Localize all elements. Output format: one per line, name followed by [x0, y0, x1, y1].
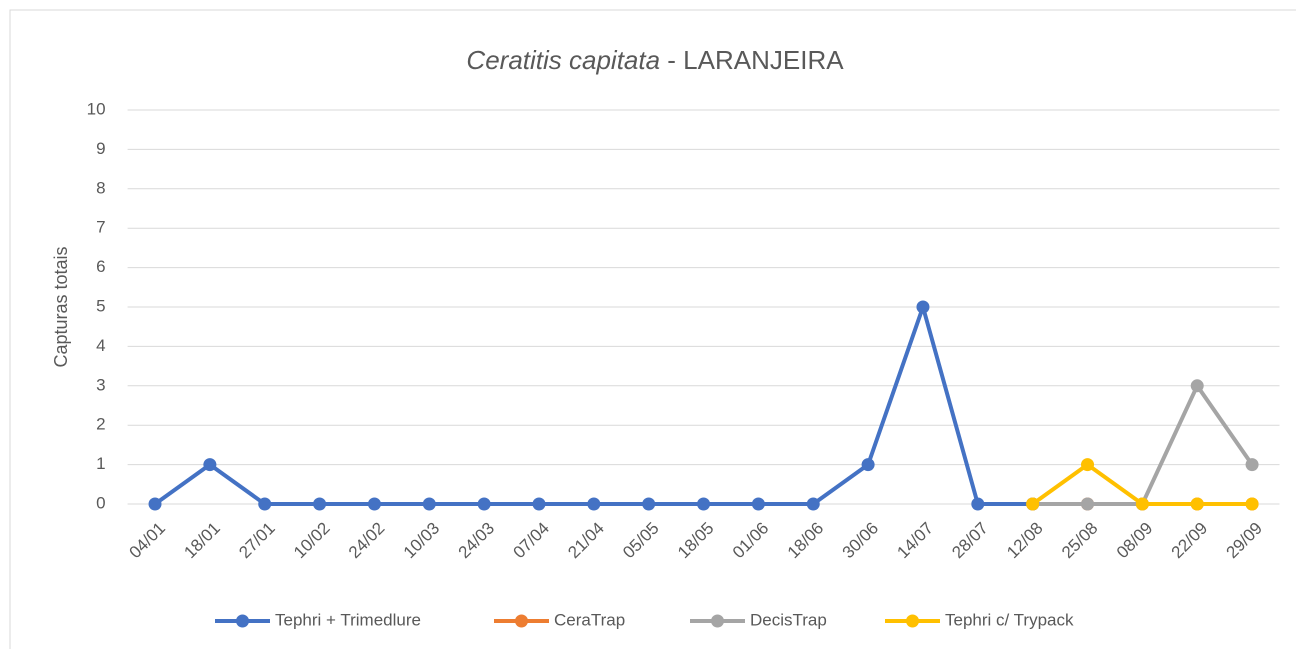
- chart-title: - LARANJEIRA: [660, 45, 844, 75]
- legend-label: Tephri c/ Trypack: [945, 610, 1074, 629]
- series-marker: [587, 497, 601, 511]
- series-marker: [258, 497, 272, 511]
- series-marker: [1081, 497, 1095, 511]
- series-marker: [642, 497, 656, 511]
- series-marker: [916, 300, 930, 314]
- legend-marker: [236, 614, 249, 628]
- chart-title-italic: Ceratitis capitata: [466, 45, 660, 75]
- series-marker: [971, 497, 985, 511]
- series-marker: [861, 458, 875, 472]
- series-marker: [1026, 497, 1040, 511]
- series-marker: [697, 497, 711, 511]
- y-tick-label: 0: [96, 493, 105, 512]
- y-tick-label: 10: [87, 99, 106, 118]
- chart-frame: [9, 9, 1296, 649]
- series-marker: [1081, 458, 1095, 472]
- series-marker: [1190, 379, 1204, 393]
- series-marker: [477, 497, 491, 511]
- y-tick-label: 8: [96, 178, 105, 197]
- series-marker: [1245, 458, 1259, 472]
- series-marker: [1245, 497, 1259, 511]
- series-marker: [203, 458, 217, 472]
- y-axis-label: Capturas totais: [51, 246, 71, 367]
- legend-label: DecisTrap: [750, 610, 827, 629]
- series-marker: [367, 497, 381, 511]
- y-tick-label: 9: [96, 139, 105, 158]
- y-tick-label: 5: [96, 296, 105, 315]
- series-marker: [1135, 497, 1149, 511]
- y-tick-label: 2: [96, 415, 105, 434]
- legend-label: Tephri + Trimedlure: [275, 610, 421, 629]
- series-marker: [422, 497, 436, 511]
- series-marker: [1190, 497, 1204, 511]
- y-tick-label: 1: [96, 454, 105, 473]
- y-tick-label: 7: [96, 218, 105, 237]
- y-tick-label: 4: [96, 336, 105, 355]
- series-marker: [313, 497, 327, 511]
- chart-title-group: Ceratitis capitata - LARANJEIRA: [466, 45, 844, 75]
- series-marker: [751, 497, 765, 511]
- legend-marker: [515, 614, 528, 628]
- series-marker: [148, 497, 162, 511]
- legend-marker: [711, 614, 724, 628]
- series-marker: [532, 497, 546, 511]
- y-tick-label: 6: [96, 257, 105, 276]
- series-marker: [806, 497, 820, 511]
- legend-label: CeraTrap: [554, 610, 625, 629]
- legend-marker: [906, 614, 919, 628]
- y-tick-label: 3: [96, 375, 105, 394]
